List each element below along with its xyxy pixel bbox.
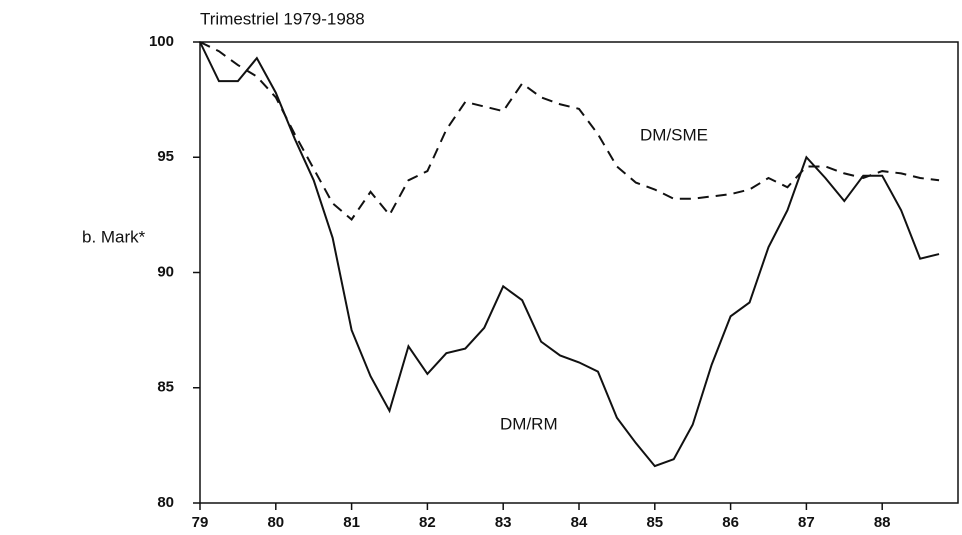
annotation: DM/RM <box>500 414 558 433</box>
annotation: DM/SME <box>640 125 708 144</box>
x-tick-label: 84 <box>571 514 588 531</box>
line-series <box>199 41 940 221</box>
y-axis-label: b. Mark* <box>82 227 146 246</box>
plot-frame <box>199 41 959 504</box>
line-series <box>199 41 940 468</box>
x-tick-label: 85 <box>646 514 663 531</box>
x-tick-label: 80 <box>267 514 284 531</box>
x-tick-label: 87 <box>798 514 815 531</box>
x-tick-label: 79 <box>192 514 209 531</box>
x-tick-label: 82 <box>419 514 436 531</box>
y-tick-label: 80 <box>157 494 174 511</box>
x-tick-label: 88 <box>874 514 891 531</box>
y-tick-label: 95 <box>157 148 174 165</box>
chart-title: Trimestriel 1979-1988 <box>200 9 365 28</box>
x-tick-label: 83 <box>495 514 512 531</box>
y-tick-label: 100 <box>149 33 174 50</box>
x-tick-label: 86 <box>722 514 739 531</box>
y-tick-label: 85 <box>157 379 174 396</box>
y-tick-label: 90 <box>157 263 174 280</box>
x-tick-label: 81 <box>343 514 360 531</box>
